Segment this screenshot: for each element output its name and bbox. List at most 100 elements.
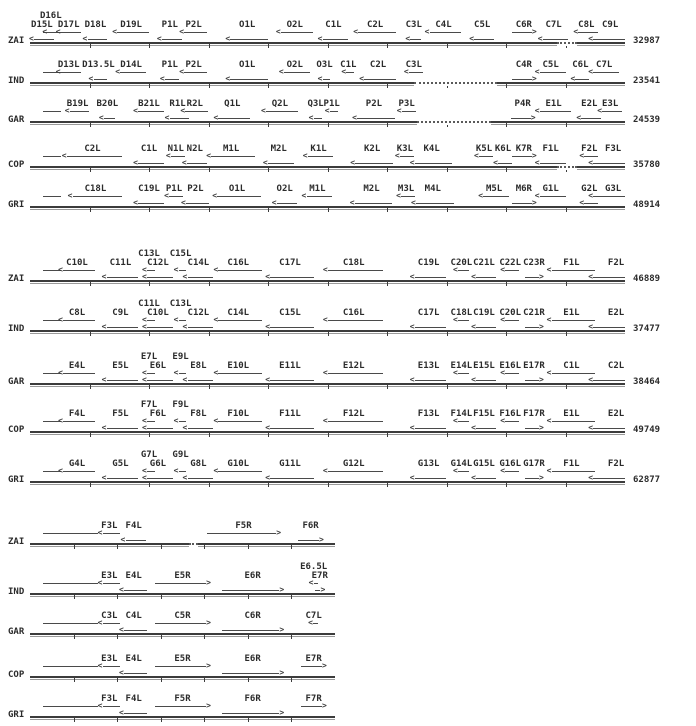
arrowhead-left-icon: <	[322, 416, 328, 425]
tick-mark	[89, 385, 91, 389]
gene-arrow-line	[551, 421, 596, 422]
gene-arrow-line	[102, 666, 120, 667]
arrowhead-left-icon: <	[588, 34, 594, 43]
tick-mark	[446, 483, 448, 487]
gene-arrow-c4r: >	[511, 74, 537, 84]
tick-mark	[208, 208, 210, 212]
gene-arrow-c19l: <	[133, 198, 164, 208]
arrowhead-left-icon: <	[409, 322, 415, 331]
arrowhead-right-icon: >	[531, 151, 537, 160]
gene-label-f1l: F1L	[563, 258, 580, 268]
tick-mark	[327, 84, 329, 88]
gene-label-g16l: G16L	[499, 459, 521, 469]
gene-label-f5r: F5R	[235, 521, 252, 531]
gene-arrow-f9l: <	[174, 416, 187, 426]
gene-arrow-line	[206, 533, 277, 534]
end-coordinate: 23541	[633, 76, 661, 86]
arrowhead-right-icon: >	[279, 668, 285, 677]
gene-arrow-d18l: <	[83, 34, 108, 44]
arrowhead-left-icon: <	[534, 158, 540, 167]
gene-label-d15l: D15L	[31, 20, 53, 30]
arrowhead-right-icon: >	[539, 272, 544, 281]
arrowhead-left-icon: <	[42, 27, 48, 36]
tick-mark	[149, 208, 150, 212]
gene-arrow-e4l: <	[58, 368, 95, 378]
gene-arrow-line	[525, 380, 539, 381]
gene-arrow-line	[479, 156, 493, 157]
arrowhead-left-icon: <	[142, 473, 147, 482]
gene-arrow-c21l: <	[471, 272, 496, 282]
arrowhead-left-icon: <	[173, 315, 179, 324]
gene-arrow-line	[178, 270, 187, 271]
arrowhead-left-icon: <	[142, 416, 147, 425]
gene-arrow-g16l: <	[500, 466, 520, 476]
gene-label-f8l: F8L	[190, 409, 207, 419]
arrowhead-left-icon: <	[353, 27, 359, 36]
gene-arrow-line	[306, 196, 333, 197]
gene-arrow-line	[298, 540, 319, 541]
gene-arrow-line	[211, 156, 255, 157]
gene-label-e17r: E17R	[523, 361, 545, 371]
left-stub-line	[43, 533, 98, 534]
arrowhead-left-icon: <	[579, 198, 585, 207]
arrowhead-left-icon: <	[500, 315, 506, 324]
tick-mark	[506, 332, 507, 336]
tick-mark	[291, 635, 293, 639]
axis-gap-dots	[556, 166, 578, 168]
gene-label-c12l: C12L	[147, 258, 169, 268]
arrowhead-left-icon: <	[133, 198, 138, 207]
genome-axis	[30, 633, 335, 635]
gene-arrow-line	[123, 590, 148, 591]
end-coordinate: 48914	[633, 200, 661, 210]
tick-mark	[208, 332, 210, 336]
arrowhead-left-icon: <	[213, 368, 219, 377]
gene-arrow-g15l: <	[471, 473, 496, 483]
track-name-ind: IND	[8, 324, 25, 334]
gene-arrow-line	[539, 163, 566, 164]
gene-arrow-c2l: <	[359, 74, 396, 84]
gene-label-c8l: C8L	[68, 308, 86, 318]
tick-mark	[149, 123, 150, 127]
gene-arrow-m1l: <	[302, 191, 333, 201]
gene-arrow-line	[542, 39, 569, 40]
arrowhead-left-icon: <	[118, 668, 124, 677]
arrowhead-left-icon: <	[350, 158, 356, 167]
tick-mark	[446, 282, 448, 286]
gene-label-g8l: G8L	[190, 459, 207, 469]
gene-arrow-e5r: >	[155, 661, 211, 671]
arrowhead-left-icon: <	[55, 67, 61, 76]
gene-arrow-line	[155, 706, 206, 707]
gene-arrow-line	[301, 706, 322, 707]
gene-label-e5r: E5R	[174, 654, 191, 664]
tick-mark	[268, 123, 269, 127]
tick-mark	[89, 483, 91, 487]
track-name-ind: IND	[8, 587, 25, 597]
arrowhead-left-icon: <	[133, 158, 138, 167]
tick-mark	[565, 168, 567, 172]
gene-arrow-c2l: <	[62, 151, 123, 161]
end-coordinate: 37477	[633, 324, 661, 334]
arrowhead-left-icon: <	[500, 416, 506, 425]
gene-arrow-line	[415, 203, 454, 204]
tick-mark	[204, 595, 206, 599]
gene-label-c1l: C1L	[325, 20, 342, 30]
arrowhead-left-icon: <	[588, 67, 594, 76]
gene-arrow-g1l: <	[535, 191, 566, 201]
tick-mark	[73, 718, 75, 722]
gene-arrow-c3l: <	[98, 618, 120, 628]
gene-arrow-c1l: <	[318, 34, 349, 44]
gene-arrow-f2l: <	[588, 473, 625, 483]
tick-mark	[565, 208, 567, 212]
gene-arrow-c12l: <	[183, 322, 214, 332]
gene-arrow-e2l: <	[588, 423, 625, 433]
gene-label-g5l: G5L	[112, 459, 129, 469]
gene-arrow-line	[358, 32, 396, 33]
tick-mark	[117, 595, 119, 599]
gene-label-n2l: N2L	[186, 144, 203, 154]
gene-arrow-line	[63, 471, 95, 472]
gene-label-f11l: F11L	[279, 409, 301, 419]
gene-arrow-e5l: <	[102, 375, 139, 385]
gene-arrow-line	[267, 163, 294, 164]
gene-arrow-g9l: <	[174, 466, 187, 476]
gene-label-c13l: C13L	[169, 299, 192, 309]
